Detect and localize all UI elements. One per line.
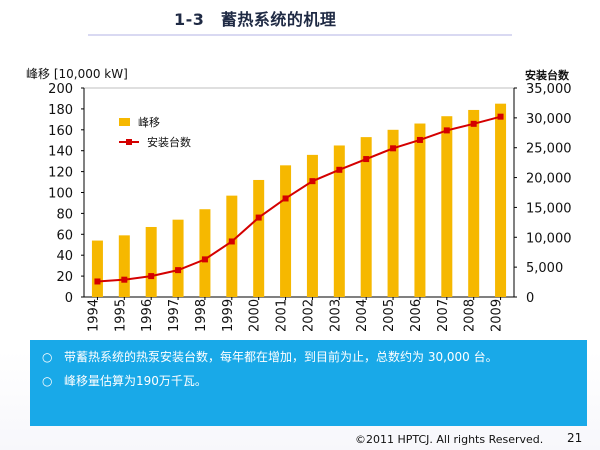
x-axis-tick-label: 1999: [221, 299, 236, 332]
left-axis-tick-label: 160: [48, 124, 73, 139]
legend-line-swatch: [119, 138, 139, 146]
title-underline: [88, 8, 512, 36]
x-axis-tick-label: 2008: [463, 299, 478, 332]
x-axis-tick-label: 1994: [86, 299, 101, 332]
summary-note-1: ○ 带蓄热系统的热泵安装台数，每年都在增加，到目前为止，总数约为 30,000 …: [42, 348, 571, 366]
summary-note-2: ○ 峰移量估算为190万千瓦。: [42, 372, 571, 390]
installed-units-marker: [175, 267, 182, 274]
peak-shift-bar: [145, 226, 157, 297]
peak-shift-bar: [414, 123, 426, 297]
right-axis-tick-label: 5,000: [526, 261, 563, 276]
chart-legend: 峰移 安装台数: [111, 104, 231, 154]
peak-shift-bar: [306, 154, 318, 297]
legend-label-installed-units: 安装台数: [147, 136, 191, 149]
left-axis-tick-label: 120: [48, 166, 73, 181]
note-bullet-2: ○: [42, 374, 53, 388]
left-axis-tick-label: 0: [65, 291, 73, 306]
page-number: 21: [567, 431, 583, 445]
peak-shift-bar: [253, 179, 265, 297]
installed-units-marker: [148, 273, 155, 280]
combo-chart: 02040608010012014016018020005,00010,0001…: [48, 82, 572, 332]
left-axis-tick-label: 100: [48, 187, 73, 202]
x-axis-tick-label: 2001: [275, 299, 290, 332]
note-bullet-1: ○: [42, 350, 53, 364]
x-axis-tick-label: 2007: [436, 299, 451, 332]
right-axis-tick-label: 10,000: [526, 231, 572, 246]
x-axis-tick-label: 1995: [113, 299, 128, 332]
x-axis-tick-label: 2000: [248, 299, 263, 332]
right-axis-tick-label: 35,000: [526, 82, 572, 97]
legend-label-peak-shift: 峰移: [138, 116, 160, 129]
left-axis-tick-label: 200: [48, 82, 73, 97]
right-axis-tick-label: 0: [526, 291, 534, 306]
summary-note-1-text: 带蓄热系统的热泵安装台数，每年都在增加，到目前为止，总数约为 30,000 台。: [64, 350, 498, 364]
x-axis-tick-label: 2005: [382, 299, 397, 332]
installed-units-marker: [336, 166, 343, 173]
right-axis-tick-label: 30,000: [526, 112, 572, 127]
peak-shift-bar: [118, 235, 130, 297]
left-axis-tick-label: 80: [56, 207, 73, 222]
installed-units-marker: [416, 136, 423, 143]
x-axis-tick-label: 2003: [328, 299, 343, 332]
left-axis-unit: 峰移 [10,000 kW]: [26, 67, 128, 81]
installed-units-marker: [309, 178, 316, 185]
legend-item-peak-shift: 峰移: [119, 114, 160, 130]
peak-shift-bar: [91, 240, 103, 297]
left-axis-tick-label: 140: [48, 145, 73, 160]
peak-shift-bar: [495, 103, 507, 297]
x-axis-tick-label: 1998: [194, 299, 209, 332]
summary-box: ○ 带蓄热系统的热泵安装台数，每年都在增加，到目前为止，总数约为 30,000 …: [30, 340, 587, 426]
right-axis-tick-label: 25,000: [526, 142, 572, 157]
x-axis-tick-label: 2006: [409, 299, 424, 332]
x-axis-tick-label: 2002: [301, 299, 316, 332]
installed-units-marker: [94, 278, 101, 285]
left-axis-tick-label: 180: [48, 103, 73, 118]
installed-units-line: [97, 115, 501, 283]
left-axis-tick-label: 20: [56, 270, 73, 285]
x-axis-tick-label: 1997: [167, 299, 182, 332]
installed-units-marker: [201, 256, 208, 263]
peak-shift-bar: [468, 109, 480, 297]
installed-units-marker: [470, 120, 477, 127]
peak-shift-bar: [199, 209, 211, 297]
right-axis-tick-label: 20,000: [526, 172, 572, 187]
peak-shift-bar: [280, 165, 292, 297]
peak-shift-bar: [172, 219, 184, 297]
installed-units-marker: [390, 145, 397, 152]
x-axis-tick-label: 2004: [355, 299, 370, 332]
installed-units-marker: [363, 156, 370, 163]
installed-units-marker: [121, 276, 128, 283]
peak-shift-bar: [333, 145, 345, 297]
right-axis-tick-label: 15,000: [526, 201, 572, 216]
peak-shift-bar: [226, 195, 238, 297]
installed-units-marker: [255, 214, 262, 221]
left-axis-tick-label: 60: [56, 228, 73, 243]
right-axis-unit: 安装台数: [525, 69, 569, 82]
installed-units-marker: [497, 113, 504, 120]
slide-title: 1-3 蓄热系统的机理: [174, 10, 337, 29]
installed-units-marker: [228, 238, 235, 245]
peak-shift-bar: [387, 129, 399, 297]
x-axis-tick-label: 2009: [490, 299, 505, 332]
peak-shift-bar: [360, 137, 372, 297]
summary-note-2-text: 峰移量估算为190万千瓦。: [64, 374, 207, 388]
left-axis-tick-label: 40: [56, 249, 73, 264]
installed-units-marker: [282, 195, 289, 202]
peak-shift-bar: [441, 116, 453, 297]
installed-units-marker: [443, 127, 450, 134]
x-axis-tick-label: 1996: [140, 299, 155, 332]
legend-bar-swatch: [119, 118, 130, 126]
legend-item-installed-units: 安装台数: [119, 134, 191, 150]
footer-copyright: ©2011 HPTCJ. All rights Reserved.: [355, 433, 544, 446]
